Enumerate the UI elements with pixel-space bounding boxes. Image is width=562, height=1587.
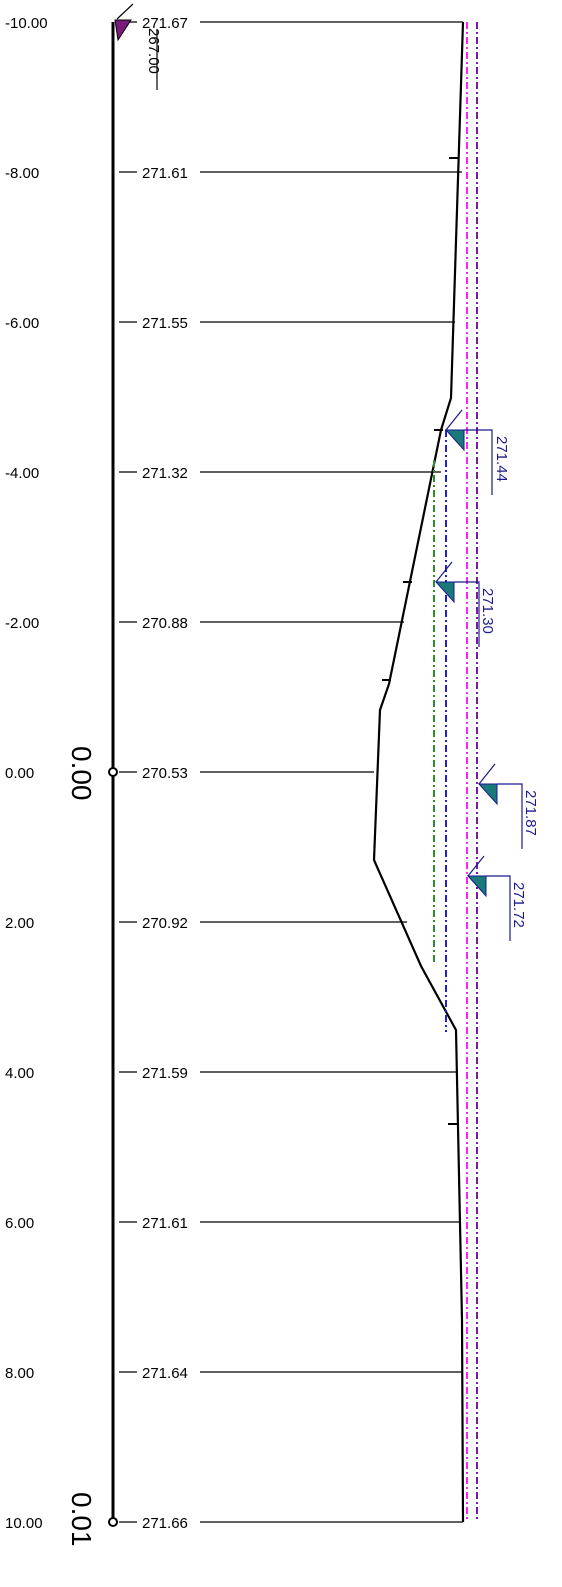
water-level-label: 271.30 xyxy=(479,588,496,634)
station-offset-label: -6.00 xyxy=(5,315,39,332)
station-offset-label: -10.00 xyxy=(5,15,48,32)
datum-elevation-label: 267.00 xyxy=(145,28,162,74)
station-elevation-label: 271.66 xyxy=(142,1515,188,1532)
bed-profile-line xyxy=(372,21,465,1523)
station-offset-label: 4.00 xyxy=(5,1065,34,1082)
water-level-label: 271.72 xyxy=(510,882,527,928)
water-level-leader xyxy=(454,581,480,647)
station-offset-label: -8.00 xyxy=(5,165,39,182)
water-level-marker-icon xyxy=(477,783,498,806)
water-level-markers: 267.00 271.44 271.30 271.87 271.72 xyxy=(114,3,539,941)
axis-labels: 0.00 0.01 xyxy=(66,746,97,1547)
station-offset-label: 10.00 xyxy=(5,1515,43,1532)
station-elevation-label: 271.59 xyxy=(142,1065,188,1082)
water-level-leader xyxy=(497,783,523,849)
end-node xyxy=(108,1517,118,1527)
water-level-marker-leg xyxy=(445,409,463,431)
station-offset-label: -2.00 xyxy=(5,615,39,632)
station-offset-label: 0.00 xyxy=(5,765,34,782)
datum-marker-leg xyxy=(116,3,134,20)
station-elevation-label: 271.67 xyxy=(142,15,188,32)
water-level-marker-leg xyxy=(435,561,453,583)
water-level-leader xyxy=(486,875,511,941)
profile-geometry xyxy=(108,21,478,1527)
water-level-leader xyxy=(464,429,493,495)
water-level-marker-leg xyxy=(467,855,485,877)
station-elevation-label: 271.32 xyxy=(142,465,188,482)
water-level-marker-leg xyxy=(478,763,496,785)
station-elevation-label: 271.64 xyxy=(142,1365,188,1382)
origin-node xyxy=(108,767,118,777)
station-offset-label: 2.00 xyxy=(5,915,34,932)
water-level-marker-icon xyxy=(434,581,455,604)
water-level-label: 271.87 xyxy=(522,790,539,836)
station-rows: -10.00 271.67 -8.00 271.61 -6.00 271.55 -4.00 2… xyxy=(5,15,463,1532)
water-level-marker-icon xyxy=(444,429,465,452)
station-elevation-label: 270.53 xyxy=(142,765,188,782)
station-elevation-label: 271.55 xyxy=(142,315,188,332)
station-offset-label: -4.00 xyxy=(5,465,39,482)
station-elevation-label: 270.92 xyxy=(142,915,188,932)
station-offset-label: 8.00 xyxy=(5,1365,34,1382)
station-offset-label: 6.00 xyxy=(5,1215,34,1232)
station-elevation-label: 271.61 xyxy=(142,165,188,182)
end-axis-label: 0.01 xyxy=(66,1492,97,1547)
station-elevation-label: 271.61 xyxy=(142,1215,188,1232)
zero-axis-label: 0.00 xyxy=(66,746,97,801)
station-elevation-label: 270.88 xyxy=(142,615,188,632)
water-level-marker-icon xyxy=(466,875,487,898)
water-level-label: 271.44 xyxy=(493,436,510,482)
datum-marker-icon xyxy=(114,19,132,42)
